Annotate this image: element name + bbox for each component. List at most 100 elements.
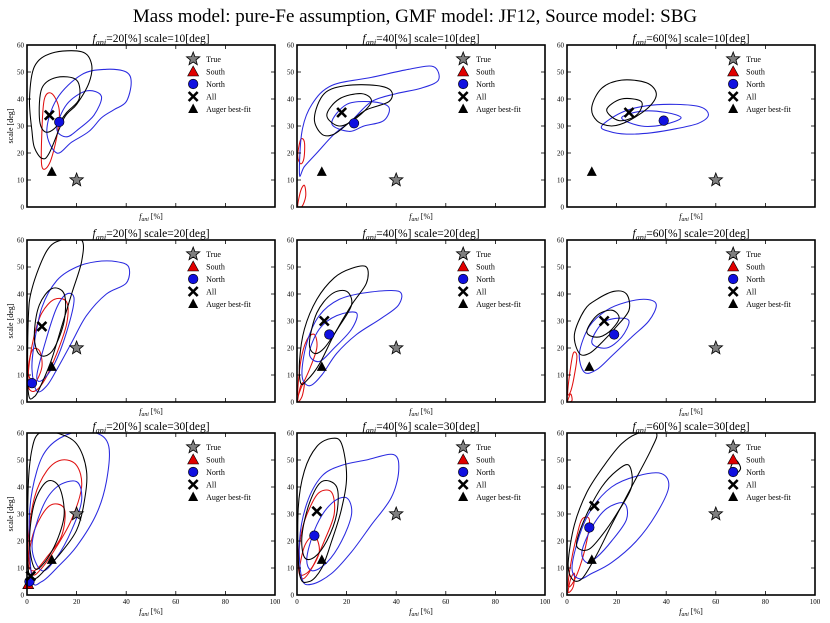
legend-auger-label: Auger best-fit bbox=[746, 300, 791, 309]
all-contour bbox=[573, 290, 631, 356]
all-contour bbox=[308, 289, 353, 355]
y-axis-label: scale [deg] bbox=[6, 496, 15, 531]
all-marker bbox=[311, 505, 323, 517]
south-contour bbox=[567, 351, 578, 396]
y-tick-label: 50 bbox=[557, 69, 565, 77]
x-tick-label: 60 bbox=[712, 598, 720, 606]
south-contour bbox=[297, 381, 305, 402]
legend-south-label: South bbox=[746, 263, 765, 272]
north-contour bbox=[36, 292, 75, 382]
legend-all-label: All bbox=[476, 288, 487, 297]
legend-north-label: North bbox=[476, 80, 495, 89]
north-marker bbox=[324, 329, 335, 340]
legend-auger-marker bbox=[728, 491, 739, 501]
true-marker bbox=[388, 339, 404, 355]
subplot-5: fani=40[%] scale=20[deg] 0 10 20 30 40 50 60 fan… bbox=[287, 228, 546, 418]
contour-group bbox=[27, 433, 110, 586]
all-marker bbox=[36, 320, 48, 332]
legend-south-marker bbox=[727, 453, 740, 465]
y-tick-label: 50 bbox=[17, 69, 25, 77]
legend-all-label: All bbox=[746, 288, 757, 297]
x-tick-label: 20 bbox=[343, 598, 351, 606]
auger-marker bbox=[46, 166, 57, 176]
legend-all-label: All bbox=[746, 481, 757, 490]
north-contour bbox=[301, 289, 403, 387]
north-marker bbox=[584, 522, 595, 533]
subplot-title: fani=20[%] scale=20[deg] bbox=[92, 228, 209, 242]
all-contour bbox=[591, 79, 657, 127]
x-tick-label: 80 bbox=[762, 598, 770, 606]
legend-south-marker bbox=[187, 453, 200, 465]
y-tick-label: 0 bbox=[561, 592, 565, 600]
legend-south-marker bbox=[187, 65, 200, 77]
y-tick-label: 0 bbox=[561, 204, 565, 212]
north-contour bbox=[621, 110, 682, 127]
y-tick-label: 30 bbox=[287, 318, 295, 326]
y-tick-label: 60 bbox=[17, 42, 25, 50]
legend-all-label: All bbox=[206, 481, 217, 490]
legend-auger-marker bbox=[458, 491, 469, 501]
y-tick-label: 10 bbox=[17, 372, 25, 380]
legend-south-marker bbox=[457, 65, 470, 77]
y-tick-label: 30 bbox=[557, 318, 565, 326]
legend-true-marker bbox=[185, 438, 201, 454]
legend-north-marker bbox=[458, 273, 469, 285]
legend-true-label: True bbox=[206, 443, 221, 452]
legend-true-marker bbox=[185, 50, 201, 66]
y-tick-label: 10 bbox=[557, 177, 565, 185]
legend-all-label: All bbox=[746, 93, 757, 102]
y-tick-label: 10 bbox=[287, 565, 295, 573]
all-contour bbox=[27, 240, 84, 400]
legend-south-marker bbox=[457, 453, 470, 465]
x-axis-label: fani [%] bbox=[409, 212, 433, 223]
north-contour bbox=[56, 90, 103, 138]
legend-north-marker bbox=[188, 78, 199, 90]
legend-all-label: All bbox=[476, 481, 487, 490]
legend-true-label: True bbox=[746, 443, 761, 452]
y-tick-label: 60 bbox=[557, 237, 565, 245]
y-tick-label: 30 bbox=[17, 318, 25, 326]
y-tick-label: 0 bbox=[21, 204, 25, 212]
legend: True South North All Auger best-fit bbox=[725, 50, 792, 114]
legend-auger-marker bbox=[458, 103, 469, 113]
x-axis-label: fani [%] bbox=[409, 607, 433, 618]
legend-north-marker bbox=[728, 273, 739, 285]
contour-group bbox=[28, 50, 132, 170]
legend-auger-label: Auger best-fit bbox=[476, 300, 521, 309]
legend-north-label: North bbox=[746, 468, 765, 477]
north-contour bbox=[581, 502, 629, 564]
true-marker bbox=[388, 505, 404, 521]
legend-auger-marker bbox=[728, 103, 739, 113]
all-marker bbox=[43, 109, 55, 121]
legend-north-marker bbox=[458, 78, 469, 90]
x-tick-label: 100 bbox=[270, 598, 281, 606]
legend-auger-marker bbox=[458, 298, 469, 308]
y-tick-label: 30 bbox=[287, 511, 295, 519]
x-axis-label: fani [%] bbox=[679, 607, 703, 618]
legend-north-label: North bbox=[746, 80, 765, 89]
subplot-title: fani=40[%] scale=10[deg] bbox=[362, 33, 479, 47]
south-contour bbox=[27, 459, 83, 576]
all-marker bbox=[598, 315, 610, 327]
x-tick-label: 60 bbox=[442, 598, 450, 606]
legend-north-marker bbox=[188, 466, 199, 478]
y-tick-label: 60 bbox=[287, 237, 295, 245]
auger-marker bbox=[46, 554, 57, 564]
y-tick-label: 20 bbox=[557, 345, 565, 353]
south-contour bbox=[297, 138, 306, 165]
legend-all-label: All bbox=[206, 93, 217, 102]
x-axis-label: fani [%] bbox=[139, 607, 163, 618]
legend-south-label: South bbox=[476, 263, 495, 272]
y-tick-label: 10 bbox=[287, 372, 295, 380]
legend-all-marker bbox=[457, 91, 469, 102]
y-tick-label: 40 bbox=[17, 484, 25, 492]
legend-all-marker bbox=[727, 286, 739, 297]
all-contour bbox=[606, 97, 643, 122]
x-tick-label: 80 bbox=[222, 598, 230, 606]
legend-true-marker bbox=[455, 50, 471, 66]
legend-auger-label: Auger best-fit bbox=[206, 493, 251, 502]
legend-auger-label: Auger best-fit bbox=[476, 105, 521, 114]
auger-marker bbox=[584, 361, 595, 371]
y-tick-label: 20 bbox=[287, 150, 295, 158]
